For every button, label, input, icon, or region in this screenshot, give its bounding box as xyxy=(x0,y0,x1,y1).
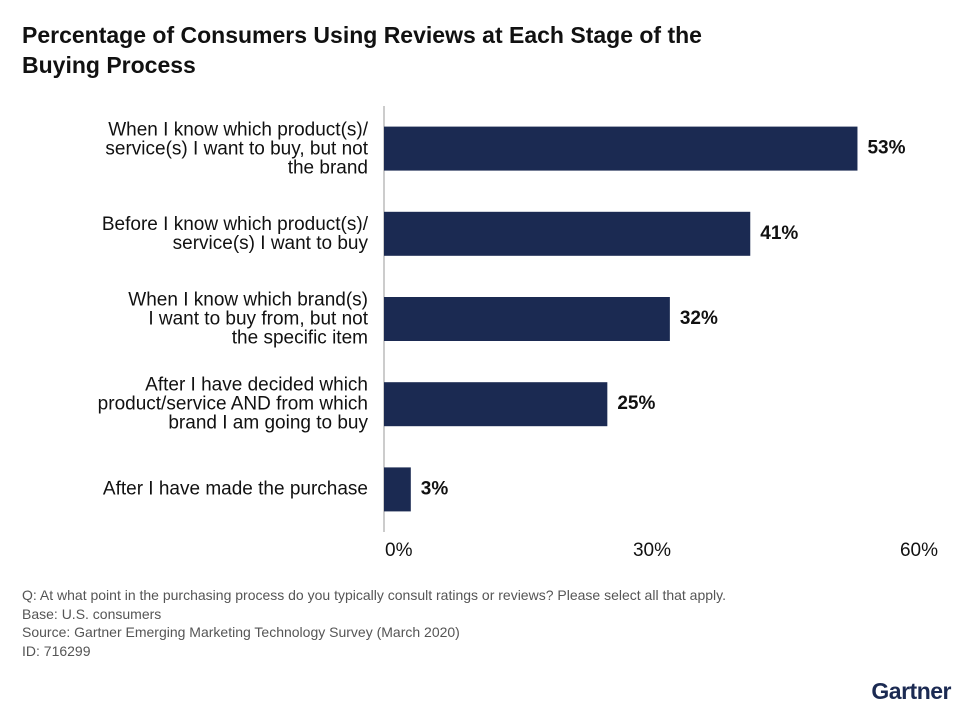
footnote: ID: 716299 xyxy=(22,642,91,659)
x-tick-label: 60% xyxy=(900,540,938,561)
logo: Gartner xyxy=(871,678,951,704)
bar xyxy=(384,467,411,512)
bar xyxy=(384,382,608,427)
y-tick-label: After I have decided which product/servi… xyxy=(97,374,368,434)
y-tick-label: When I know which brand(s) I want to buy… xyxy=(128,289,368,349)
bar xyxy=(384,297,670,341)
bar xyxy=(384,211,751,256)
value-label: 3% xyxy=(421,478,449,499)
x-tick-label: 30% xyxy=(633,540,671,561)
chart-title: Percentage of Consumers Using Reviews at… xyxy=(22,22,702,78)
x-tick-label: 0% xyxy=(385,540,413,561)
value-label: 32% xyxy=(680,308,718,329)
bar xyxy=(384,126,858,171)
y-tick-label: After I have made the purchase xyxy=(102,478,368,500)
footnote: Base: U.S. consumers xyxy=(22,605,162,622)
y-tick-label: When I know which product(s)/ service(s)… xyxy=(105,119,368,179)
value-label: 25% xyxy=(617,393,655,414)
footnote: Q: At what point in the purchasing proce… xyxy=(22,587,726,603)
footnote: Source: Gartner Emerging Marketing Techn… xyxy=(22,624,460,640)
value-label: 53% xyxy=(867,138,905,159)
value-label: 41% xyxy=(760,223,798,244)
footnotes: Q: At what point in the purchasing proce… xyxy=(22,586,726,660)
y-tick-label: Before I know which product(s)/ service(… xyxy=(101,213,368,254)
